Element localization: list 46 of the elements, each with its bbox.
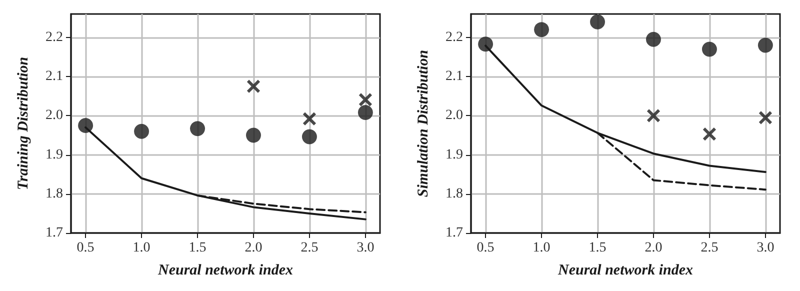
y-tick-label: 2.1 [46,69,63,84]
x-axis-title: Neural network index [156,262,294,278]
y-tick-label: 2.2 [446,30,463,45]
y-tick-label: 1.8 [46,186,63,202]
y-tick-label: 1.9 [446,147,463,162]
x-tick-label: 2.5 [300,240,318,256]
x-tick-label: 1.5 [588,240,606,256]
y-tick-label: 2.0 [46,108,63,124]
point [758,110,772,125]
x-tick-label: 1.0 [132,240,150,256]
point [478,36,494,52]
point [246,79,260,94]
point [190,121,206,136]
x-tick-label: 2.0 [644,240,662,256]
point [534,22,550,38]
y-tick-label: 1.7 [446,226,463,240]
y-tick-label: 1.7 [46,226,63,240]
x-tick-label: 1.5 [188,240,206,256]
y-tick-label: 1.8 [446,186,463,202]
x-tick-label: 0.5 [76,240,94,256]
x-axis-title: Neural network index [556,262,694,278]
point [246,128,261,143]
y-tick-label: 2.2 [46,30,63,45]
point [702,127,716,142]
x-tick-label: 0.5 [476,240,494,256]
y-axis-title: Simulation Distribution [416,50,432,198]
y-tick-label: 1.9 [46,147,63,162]
point [646,32,661,47]
x-tick-label: 1.0 [532,240,550,256]
point [590,14,606,30]
point [702,42,717,57]
x-tick-label: 2.5 [700,240,718,256]
point [646,108,660,123]
x-tick-label: 2.0 [244,240,262,256]
y-tick-label: 2.1 [446,69,463,84]
x-tick-label: 3.0 [756,240,774,256]
point [134,124,150,139]
y-axis-title: Training Distribution [16,56,32,190]
point [302,129,317,144]
point [358,92,372,107]
point [358,105,373,120]
point [758,38,773,53]
point [78,118,94,133]
point [302,112,316,126]
y-tick-label: 2.0 [446,108,463,124]
x-tick-label: 3.0 [356,240,374,256]
